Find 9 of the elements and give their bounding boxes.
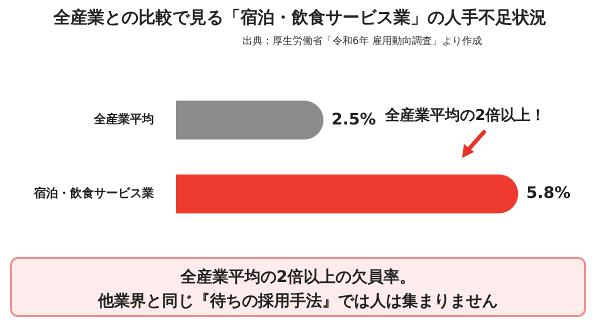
data-label: 2.5% <box>332 109 376 128</box>
text: 他業界と同じ『待ちの採用手法』では人は集まりません <box>96 290 499 312</box>
text: 全産業平均の2倍以上の欠員率。 <box>179 266 417 288</box>
chart-subtitle: 出典：厚生労働省「令和6年 雇用動向調査」より作成 <box>242 34 482 48</box>
chart-title: 全産業との比較で見る「宿泊・飲食サービス業」の人手不足状況 <box>52 7 548 29</box>
annotation: 全産業平均の2倍以上！ <box>385 106 546 125</box>
data-label: 5.8% <box>526 183 571 202</box>
y-tick-label: 宿泊・飲食サービス業 <box>33 186 154 200</box>
y-tick-label: 全産業平均 <box>93 112 154 126</box>
